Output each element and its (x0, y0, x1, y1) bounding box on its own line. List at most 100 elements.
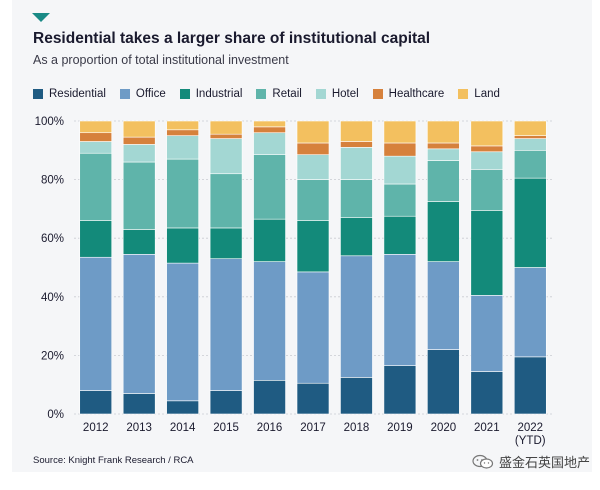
chart-title: Residential takes a larger share of inst… (33, 30, 431, 47)
bar-segment-residential-2013 (122, 393, 156, 415)
bar-segment-hotel-2018 (340, 147, 373, 180)
bar-segment-healthcare-2018 (340, 141, 373, 148)
bar-segment-office-2020 (427, 261, 460, 350)
bar-segment-residential-2019 (383, 365, 417, 415)
bar-segment-healthcare-2017 (296, 142, 330, 155)
bar-segment-office-2022 (513, 267, 547, 358)
bar-segment-residential-2018 (340, 377, 373, 415)
chart-subtitle: As a proportion of total institutional i… (33, 53, 289, 67)
bar-segment-industrial-2013 (122, 229, 156, 255)
x-tick-label: 2021 (474, 422, 500, 434)
bar-segment-retail-2012 (79, 152, 113, 221)
bar-segment-land-2012 (79, 120, 113, 134)
x-tick-label: 2017 (300, 422, 326, 434)
y-tick-label: 100% (35, 116, 64, 128)
bar-segment-healthcare-2019 (383, 142, 417, 157)
bar-segment-residential-2020 (427, 349, 460, 415)
bar-segment-industrial-2022 (513, 177, 547, 268)
bar-segment-industrial-2012 (79, 220, 113, 258)
x-tick-label: 2016 (257, 422, 283, 434)
bar-segment-office-2017 (296, 271, 330, 384)
y-tick-label: 0% (47, 409, 64, 421)
bar-segment-industrial-2017 (296, 220, 330, 273)
legend-item-healthcare: Healthcare (372, 88, 445, 100)
x-tick-label: 2014 (170, 422, 196, 434)
bar-segment-land-2021 (470, 120, 504, 147)
legend-swatch (33, 89, 43, 99)
y-tick-label: 20% (41, 350, 64, 362)
x-tick-sublabel: (YTD) (515, 435, 546, 447)
bar-segment-healthcare-2021 (470, 145, 504, 153)
bar-segment-retail-2017 (296, 179, 330, 221)
bar-segment-hotel-2014 (166, 135, 199, 160)
legend-label: Retail (272, 88, 302, 100)
bar-segment-land-2019 (383, 120, 417, 144)
bar-segment-office-2014 (166, 262, 199, 402)
bar-segment-retail-2018 (340, 179, 373, 218)
bar-segment-healthcare-2020 (427, 142, 460, 150)
bar-segment-residential-2014 (166, 400, 199, 415)
bar-segment-office-2015 (209, 258, 243, 391)
bar-segment-land-2014 (166, 120, 199, 131)
bar-segment-hotel-2016 (253, 132, 286, 155)
legend-item-industrial: Industrial (179, 88, 243, 100)
bar-segment-industrial-2019 (383, 215, 417, 255)
legend-label: Healthcare (388, 88, 445, 100)
bar-segment-office-2012 (79, 256, 113, 391)
y-tick-label: 60% (41, 233, 64, 245)
x-tick-label: 2012 (83, 422, 109, 434)
bar-segment-retail-2014 (166, 158, 199, 229)
watermark: 盛金石英国地产 (472, 452, 590, 471)
legend-swatch (315, 89, 326, 99)
bar-segment-land-2022 (513, 120, 547, 136)
bar-segment-office-2018 (340, 255, 373, 378)
legend-item-land: Land (458, 88, 500, 100)
bar-segment-land-2018 (340, 120, 373, 142)
bar-segment-land-2016 (253, 120, 286, 128)
legend-label: Industrial (195, 88, 243, 100)
bar-segment-hotel-2022 (513, 138, 547, 151)
legend-label: Residential (49, 88, 106, 100)
bar-segment-hotel-2020 (427, 148, 460, 161)
bar-segment-retail-2016 (253, 154, 286, 220)
bar-segment-retail-2019 (383, 183, 417, 217)
legend-swatch (119, 89, 130, 99)
bar-segment-industrial-2020 (427, 201, 460, 262)
bar-segment-land-2020 (427, 120, 460, 144)
bar-segment-residential-2021 (470, 371, 504, 415)
bar-segment-industrial-2016 (253, 218, 286, 262)
bar-segment-residential-2012 (79, 390, 113, 415)
bar-segment-retail-2015 (209, 173, 243, 229)
legend-item-retail: Retail (256, 88, 302, 100)
legend-label: Hotel (331, 88, 359, 100)
stacked-bar-chart: 0% 20% 40% 60% 80% 100% 2012 2013 2014 2015 2016 20… (35, 116, 552, 447)
bar-segment-office-2013 (122, 254, 156, 394)
legend-label: Office (135, 88, 166, 100)
x-tick-label: 2020 (431, 422, 457, 434)
bar-segment-healthcare-2022 (513, 135, 547, 139)
bar-segment-hotel-2019 (383, 155, 417, 185)
bar-segment-residential-2016 (253, 380, 286, 415)
bar-segment-residential-2017 (296, 382, 330, 415)
bar-segment-hotel-2015 (209, 138, 243, 175)
bar-segment-hotel-2013 (122, 144, 156, 163)
legend-item-hotel: Hotel (315, 88, 359, 100)
brand-triangle-icon (32, 13, 50, 22)
bar-segment-office-2016 (253, 261, 286, 381)
bar-segment-healthcare-2012 (79, 132, 113, 142)
y-tick-label: 80% (41, 175, 64, 187)
bar-segment-retail-2021 (470, 169, 504, 211)
bar-segment-land-2017 (296, 120, 330, 144)
bar-segment-land-2015 (209, 120, 243, 135)
bar-segment-residential-2015 (209, 390, 243, 415)
bar-segment-retail-2013 (122, 161, 156, 230)
source-note: Source: Knight Frank Research / RCA (33, 455, 194, 466)
bar-segment-healthcare-2016 (253, 126, 286, 134)
bar-segment-industrial-2014 (166, 227, 199, 264)
legend-item-residential: Residential (33, 88, 106, 100)
wechat-icon (472, 454, 494, 469)
bar-segment-healthcare-2015 (209, 133, 243, 139)
x-tick-label: 2019 (387, 422, 413, 434)
bar-segment-healthcare-2013 (122, 136, 156, 145)
x-tick-label: 2018 (344, 422, 370, 434)
